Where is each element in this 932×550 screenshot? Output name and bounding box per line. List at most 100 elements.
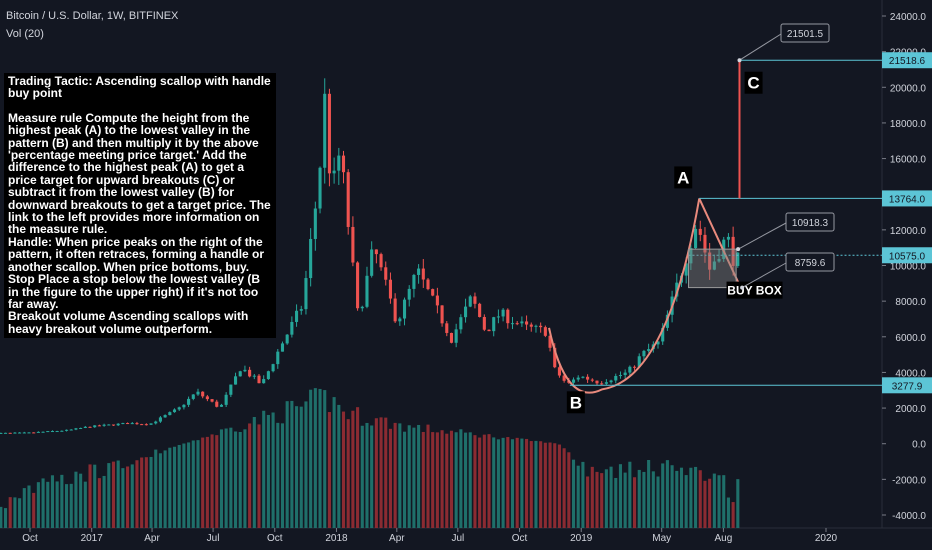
candle-body bbox=[614, 375, 618, 381]
volume-bar bbox=[609, 466, 613, 528]
volume-bar bbox=[41, 478, 45, 528]
candle-body bbox=[539, 325, 543, 328]
callout-anchor bbox=[736, 247, 741, 252]
candle-body bbox=[97, 425, 101, 427]
candle-body bbox=[393, 298, 397, 322]
volume-bar bbox=[478, 437, 482, 528]
candle-body bbox=[285, 334, 289, 344]
candle-body bbox=[13, 432, 17, 434]
volume-bar bbox=[562, 448, 566, 528]
volume-bar bbox=[482, 434, 486, 528]
candle-body bbox=[154, 421, 158, 424]
candle-body bbox=[356, 262, 360, 309]
x-tick-label: Oct bbox=[22, 533, 38, 544]
candle-body bbox=[126, 423, 130, 425]
candle-body bbox=[313, 208, 317, 239]
volume-bar bbox=[248, 423, 252, 528]
scallop-arc bbox=[548, 198, 701, 394]
volume-bar bbox=[271, 412, 275, 528]
y-tick-label: 20000.0 bbox=[890, 83, 927, 94]
volume-bar bbox=[618, 464, 623, 528]
annotation-b: B bbox=[570, 393, 582, 412]
buy-box-label-bg bbox=[726, 281, 783, 299]
volume-bar bbox=[698, 470, 702, 528]
candle-body bbox=[177, 407, 181, 410]
candle-body bbox=[557, 367, 561, 376]
pattern-overlay: A B C BUY BOX 21501.5 10918.3 8759.6 bbox=[548, 23, 882, 414]
candle-body bbox=[205, 396, 209, 400]
volume-indicator-label[interactable]: Vol (20) bbox=[6, 28, 44, 40]
callout-value: 10918.3 bbox=[792, 218, 829, 229]
volume-bar bbox=[736, 479, 740, 528]
volume-bar bbox=[553, 443, 557, 528]
candle-body bbox=[698, 228, 702, 235]
volume-bar bbox=[722, 475, 726, 528]
volume-bar bbox=[224, 428, 228, 528]
candle-body bbox=[595, 380, 599, 384]
volume-bar bbox=[182, 443, 186, 528]
volume-bar bbox=[525, 438, 529, 528]
volume-bar bbox=[8, 497, 12, 528]
candle-body bbox=[266, 371, 270, 380]
y-tick-label: 2000.0 bbox=[895, 404, 926, 415]
volume-bars bbox=[0, 388, 740, 528]
y-tick-label: -4000.0 bbox=[892, 511, 926, 522]
candle-body bbox=[534, 325, 538, 327]
volume-bar bbox=[365, 422, 369, 528]
y-tick-label: -2000.0 bbox=[892, 475, 926, 486]
candle-body bbox=[41, 431, 45, 433]
volume-bar bbox=[79, 473, 83, 528]
volume-bar bbox=[205, 436, 209, 528]
volume-bar bbox=[158, 453, 162, 528]
volume-bar bbox=[309, 389, 313, 528]
candle-body bbox=[144, 424, 148, 426]
candle-body bbox=[628, 366, 632, 373]
volume-bar bbox=[111, 461, 116, 528]
volume-bar bbox=[32, 492, 36, 528]
note-measure-rule: Measure rule Compute the height from the… bbox=[8, 110, 271, 237]
y-tick-label: 6000.0 bbox=[895, 333, 926, 344]
price-label-bg bbox=[882, 190, 932, 207]
volume-bar bbox=[219, 429, 224, 528]
volume-bar bbox=[510, 439, 515, 528]
candle-body bbox=[482, 316, 486, 330]
volume-bar bbox=[187, 442, 191, 528]
price-label-peak: 13764.0 bbox=[889, 194, 926, 205]
candle-body bbox=[694, 228, 698, 249]
candle-body bbox=[501, 309, 505, 317]
y-tick-label: 24000.0 bbox=[890, 12, 927, 23]
candle-body bbox=[586, 376, 590, 380]
volume-bar bbox=[65, 484, 69, 528]
callout-anchor bbox=[740, 285, 745, 290]
volume-bar bbox=[571, 459, 576, 528]
candle-body bbox=[365, 275, 369, 307]
note-volume: Breakout volume Ascending scallops with … bbox=[8, 309, 249, 336]
candle-body bbox=[290, 321, 294, 335]
candle-body bbox=[346, 172, 350, 227]
candle-body bbox=[69, 429, 73, 431]
candle-body bbox=[623, 372, 627, 376]
candle-body bbox=[22, 432, 26, 434]
volume-bar bbox=[398, 423, 402, 528]
volume-bar bbox=[557, 444, 561, 528]
x-tick-label: Apr bbox=[144, 533, 160, 544]
candle-body bbox=[459, 317, 463, 330]
volume-bar bbox=[440, 430, 444, 528]
volume-bar bbox=[388, 428, 392, 528]
candle-body bbox=[731, 236, 735, 266]
candle-body bbox=[529, 324, 533, 327]
candle-body bbox=[299, 309, 303, 311]
volume-bar bbox=[628, 461, 632, 528]
volume-bar bbox=[412, 427, 416, 528]
candle-body bbox=[327, 93, 331, 174]
candle-body bbox=[374, 249, 378, 255]
candle-body bbox=[449, 332, 454, 343]
volume-bar bbox=[675, 470, 679, 528]
volume-bar bbox=[496, 439, 500, 528]
x-axis[interactable]: Oct 2017 Apr Jul Oct 2018 Apr Jul Oct 2019 May Aug 2… bbox=[22, 528, 838, 544]
volume-bar bbox=[144, 457, 148, 528]
candle-body bbox=[496, 316, 500, 318]
candle-body bbox=[215, 401, 219, 407]
y-tick-label: 8000.0 bbox=[895, 297, 926, 308]
volume-bar bbox=[431, 432, 435, 528]
